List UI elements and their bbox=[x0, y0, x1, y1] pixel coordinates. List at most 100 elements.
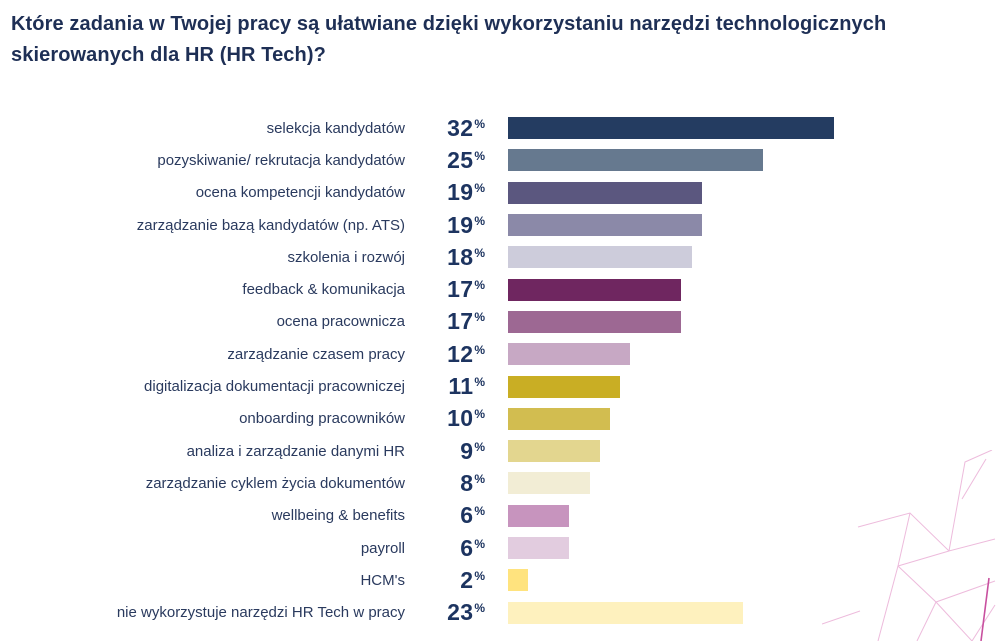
value-label: 19% bbox=[405, 179, 491, 206]
value-label: 2% bbox=[405, 567, 491, 594]
percent-sign: % bbox=[474, 148, 485, 163]
category-label: analiza i zarządzanie danymi HR bbox=[186, 442, 405, 460]
bar-track bbox=[508, 537, 998, 559]
percent-sign: % bbox=[474, 439, 485, 454]
bar bbox=[508, 310, 682, 333]
value-number: 9 bbox=[460, 437, 474, 464]
bar bbox=[508, 214, 702, 237]
chart-title: Które zadania w Twojej pracy są ułatwian… bbox=[11, 13, 887, 66]
percent-sign: % bbox=[474, 213, 485, 228]
percent-sign: % bbox=[474, 536, 485, 551]
percent-sign: % bbox=[474, 245, 485, 260]
percent-sign: % bbox=[474, 278, 485, 293]
chart-row: wellbeing & benefits 6% bbox=[0, 500, 998, 532]
category-label: selekcja kandydatów bbox=[266, 119, 405, 137]
value-label: 23% bbox=[405, 599, 491, 626]
bar-track bbox=[508, 149, 998, 172]
chart-row: payroll 6% bbox=[0, 532, 998, 564]
bar bbox=[508, 537, 570, 559]
value-number: 17 bbox=[447, 308, 474, 335]
category-label: nie wykorzystuje narzędzi HR Tech w prac… bbox=[116, 604, 405, 622]
category-label: ocena kompetencji kandydatów bbox=[195, 184, 405, 202]
percent-sign: % bbox=[474, 342, 485, 357]
chart-row: ocena kompetencji kandydatów 19% bbox=[0, 177, 998, 209]
category-label: onboarding pracowników bbox=[239, 410, 405, 428]
value-number: 23 bbox=[447, 599, 474, 626]
chart-row: zarządzanie cyklem życia dokumentów 8% bbox=[0, 467, 998, 499]
value-number: 25 bbox=[447, 146, 474, 173]
percent-sign: % bbox=[474, 407, 485, 422]
category-label: HCM's bbox=[360, 571, 405, 589]
value-label: 11% bbox=[405, 373, 491, 400]
bar bbox=[508, 569, 529, 592]
bar-track bbox=[508, 214, 998, 237]
bar-track bbox=[508, 375, 998, 398]
value-number: 6 bbox=[460, 534, 474, 561]
percent-sign: % bbox=[474, 568, 485, 583]
value-number: 6 bbox=[460, 502, 474, 529]
value-number: 17 bbox=[447, 276, 474, 303]
value-label: 12% bbox=[405, 341, 491, 368]
chart-row: selekcja kandydatów 32% bbox=[0, 112, 998, 144]
bar-track bbox=[508, 569, 998, 592]
bar bbox=[508, 472, 590, 495]
category-label: zarządzanie bazą kandydatów (np. ATS) bbox=[136, 216, 405, 234]
bar-track bbox=[508, 246, 998, 269]
category-label: payroll bbox=[360, 539, 405, 557]
value-number: 19 bbox=[447, 179, 474, 206]
value-number: 18 bbox=[447, 243, 474, 270]
category-label: zarządzanie czasem pracy bbox=[227, 345, 405, 363]
value-number: 8 bbox=[460, 469, 474, 496]
percent-sign: % bbox=[474, 116, 485, 131]
bar-chart: selekcja kandydatów 32% pozyskiwanie/ re… bbox=[0, 112, 998, 629]
value-label: 17% bbox=[405, 308, 491, 335]
value-label: 25% bbox=[405, 147, 491, 174]
bar bbox=[508, 181, 702, 204]
category-label: szkolenia i rozwój bbox=[287, 248, 405, 266]
category-label: pozyskiwanie/ rekrutacja kandydatów bbox=[157, 151, 405, 169]
value-label: 9% bbox=[405, 438, 491, 465]
value-label: 6% bbox=[405, 502, 491, 529]
bar bbox=[508, 601, 743, 624]
chart-row: nie wykorzystuje narzędzi HR Tech w prac… bbox=[0, 596, 998, 628]
percent-sign: % bbox=[474, 504, 485, 519]
category-label: ocena pracownicza bbox=[276, 313, 405, 331]
bar bbox=[508, 504, 570, 527]
value-number: 2 bbox=[460, 566, 474, 593]
chart-row: HCM's 2% bbox=[0, 564, 998, 596]
value-label: 10% bbox=[405, 405, 491, 432]
value-number: 12 bbox=[447, 340, 474, 367]
value-number: 10 bbox=[447, 405, 474, 432]
bar-track bbox=[508, 117, 998, 140]
percent-sign: % bbox=[474, 181, 485, 196]
value-label: 6% bbox=[405, 535, 491, 562]
bar-track bbox=[508, 310, 998, 333]
chart-row: digitalizacja dokumentacji pracowniczej … bbox=[0, 370, 998, 402]
value-label: 19% bbox=[405, 212, 491, 239]
bar-track bbox=[508, 472, 998, 495]
percent-sign: % bbox=[474, 601, 485, 616]
percent-sign: % bbox=[474, 471, 485, 486]
value-label: 17% bbox=[405, 276, 491, 303]
chart-row: analiza i zarządzanie danymi HR 9% bbox=[0, 435, 998, 467]
chart-row: szkolenia i rozwój 18% bbox=[0, 241, 998, 273]
category-label: feedback & komunikacja bbox=[242, 281, 405, 299]
category-label: digitalizacja dokumentacji pracowniczej bbox=[144, 378, 405, 396]
bar bbox=[508, 343, 631, 366]
bar-track bbox=[508, 440, 998, 463]
bar bbox=[508, 407, 610, 430]
bar-track bbox=[508, 181, 998, 204]
bar bbox=[508, 246, 692, 269]
bar bbox=[508, 278, 682, 301]
category-label: wellbeing & benefits bbox=[271, 507, 405, 525]
bar-track bbox=[508, 504, 998, 527]
percent-sign: % bbox=[474, 310, 485, 325]
chart-row: onboarding pracowników 10% bbox=[0, 403, 998, 435]
value-label: 32% bbox=[405, 115, 491, 142]
bar bbox=[508, 149, 763, 172]
bar bbox=[508, 375, 621, 398]
bar-track bbox=[508, 407, 998, 430]
bar-track bbox=[508, 601, 998, 624]
bar bbox=[508, 440, 600, 463]
